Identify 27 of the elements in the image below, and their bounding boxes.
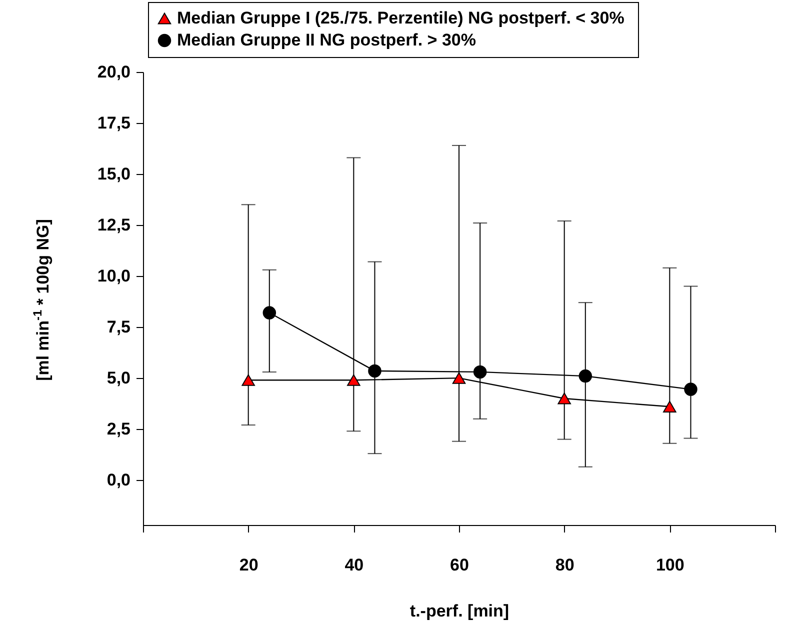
x-tick-label: 60: [450, 556, 469, 574]
point: [368, 364, 382, 378]
y-tick-label: 5,0: [106, 368, 130, 388]
point: [242, 374, 255, 386]
y-tick-label: 15,0: [97, 164, 130, 184]
y-tick-label: 20,0: [97, 62, 130, 82]
y-tick-label: 12,5: [97, 216, 130, 235]
y-tick-label: 0,0: [106, 470, 130, 490]
y-tick-label: 10,0: [97, 266, 130, 286]
point: [578, 369, 592, 383]
point: [262, 306, 276, 320]
y-tick-label: 7,5: [106, 318, 130, 337]
y-tick-label: 2,5: [106, 420, 130, 439]
x-tick-label: 20: [239, 556, 258, 574]
x-tick-label: 100: [656, 556, 684, 574]
legend-label: Median Gruppe I (25./75. Perzentile) NG postperf. < 30%: [177, 8, 624, 28]
legend-label: Median Gruppe II NG postperf. > 30%: [177, 30, 476, 50]
point: [473, 365, 487, 379]
x-tick-label: 80: [555, 556, 574, 574]
x-tick-label: 40: [344, 556, 364, 574]
x-axis-title: t.-perf. [min]: [410, 602, 510, 620]
point: [684, 382, 698, 396]
y-tick-label: 17,5: [97, 114, 130, 133]
point: [347, 374, 360, 386]
point: [452, 372, 466, 384]
point: [663, 400, 676, 412]
point: [558, 392, 571, 404]
